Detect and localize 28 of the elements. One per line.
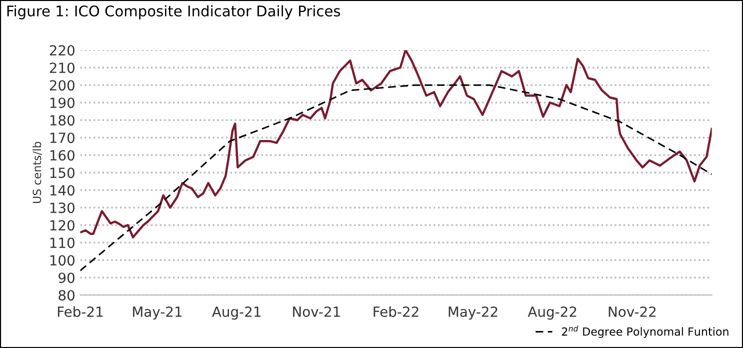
y-tick-label: 210 <box>50 62 74 74</box>
y-tick-label: 190 <box>50 98 74 108</box>
x-tick-label: May-22 <box>448 306 498 320</box>
y-tick-label: 180 <box>50 115 74 126</box>
line-series <box>80 50 712 238</box>
y-tick-label: 220 <box>50 45 74 56</box>
y-axis-title: US cents/lb <box>32 142 42 204</box>
line-series <box>80 84 712 272</box>
x-tick-label: Feb-21 <box>58 306 103 317</box>
x-tick-label: Nov-22 <box>608 306 656 317</box>
y-tick-label: 80 <box>58 290 74 301</box>
y-tick-label: 90 <box>58 272 74 284</box>
y-tick-label: 200 <box>50 80 74 91</box>
y-tick-label: 100 <box>50 255 74 266</box>
x-tick-label: Nov-21 <box>293 306 340 317</box>
x-tick-label: Aug-21 <box>212 306 260 320</box>
x-tick-label: Feb-22 <box>374 306 418 317</box>
y-tick-label: 130 <box>50 202 74 214</box>
x-tick-label: Aug-22 <box>528 306 576 320</box>
chart-title: Figure 1: ICO Composite Indicator Daily Prices <box>7 5 340 20</box>
y-tick-label: 160 <box>50 150 74 161</box>
y-tick-label: 170 <box>50 132 74 144</box>
y-tick-label: 120 <box>50 220 74 231</box>
y-tick-label: 110 <box>50 238 74 248</box>
y-tick-label: 150 <box>50 168 74 178</box>
x-tick-label: May-21 <box>133 306 182 320</box>
legend-label: 2$^{nd}$ Degree Polynomal Funtion <box>562 325 728 338</box>
y-tick-label: 140 <box>50 185 74 196</box>
